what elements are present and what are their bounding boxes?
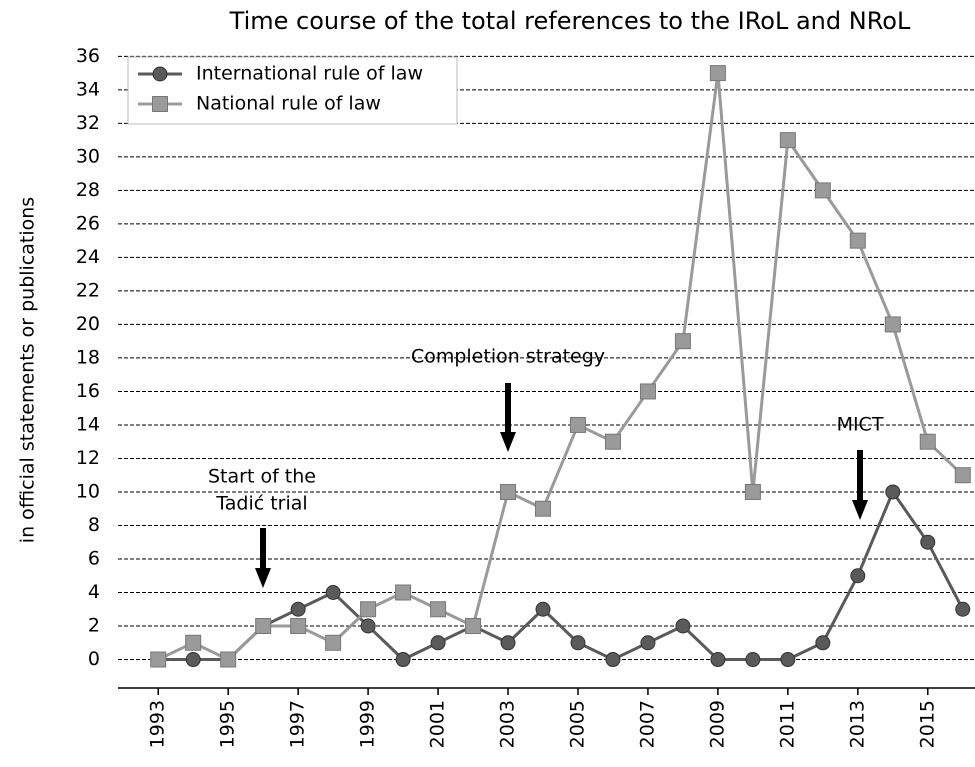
x-tick-label: 2009 [706,700,728,748]
legend-box [127,56,458,125]
y-tick-label: 12 [76,447,100,469]
marker [639,383,656,400]
marker [885,484,901,500]
y-tick-label: 36 [76,45,100,67]
marker [884,316,901,333]
y-tick-label: 4 [88,581,100,603]
marker [955,601,971,617]
annotation: MICT [837,414,884,436]
x-tick-label: 2007 [636,700,658,748]
y-axis-label: in official statements or publications [17,197,39,543]
x-tick-label: 1999 [357,700,379,748]
y-tick-label: 2 [88,615,100,637]
y-tick-label: 26 [76,212,100,234]
marker [185,652,201,668]
x-tick-label: 1997 [287,700,309,748]
marker [535,500,552,517]
marker [779,132,796,149]
marker [569,416,586,433]
legend-marker [152,66,168,82]
marker [814,182,831,199]
marker [325,634,342,651]
marker [290,618,307,635]
marker [640,635,656,651]
legend-label: International rule of law [196,63,423,85]
marker [604,433,621,450]
y-tick-label: 16 [76,380,100,402]
marker [919,433,936,450]
chart-title: Time course of the total references to t… [229,7,911,35]
annotation: Tadić trial [215,493,307,515]
y-tick-label: 6 [88,547,100,569]
marker [815,635,831,651]
annotation: Completion strategy [411,346,605,368]
marker [430,635,446,651]
marker [500,483,517,500]
marker [709,65,726,82]
annotation-arrow-head [255,568,271,588]
annotation: Start of the [208,466,316,488]
y-tick-label: 28 [76,179,100,201]
x-tick-label: 2011 [776,700,798,748]
marker [465,618,482,635]
marker [570,635,586,651]
x-tick-label: 2015 [916,700,938,748]
x-tick-label: 2013 [846,700,868,748]
marker [745,652,761,668]
marker [780,652,796,668]
marker [150,651,167,668]
y-tick-label: 32 [76,112,100,134]
y-tick-label: 8 [88,514,100,536]
marker [185,634,202,651]
x-tick-label: 2005 [566,700,588,748]
y-tick-label: 22 [76,279,100,301]
y-tick-label: 34 [76,78,100,100]
marker [535,601,551,617]
x-tick-label: 1993 [147,700,169,748]
marker [395,652,411,668]
annotation-arrow-head [500,432,516,452]
marker [920,534,936,550]
marker [744,483,761,500]
y-tick-label: 24 [76,246,100,268]
marker [605,652,621,668]
legend-label: National rule of law [196,93,381,115]
x-tick-label: 2003 [497,700,519,748]
x-tick-label: 2001 [427,700,449,748]
series-line [158,488,965,662]
marker [360,618,376,634]
marker [325,584,341,600]
marker [220,651,237,668]
x-tick-label: 1995 [217,700,239,748]
marker [710,652,726,668]
marker [360,601,377,618]
marker [290,601,306,617]
marker [849,232,866,249]
annotation-arrow-head [852,500,868,520]
y-tick-label: 14 [76,413,100,435]
marker [675,618,691,634]
marker [500,635,516,651]
legend-marker [152,96,168,112]
y-tick-label: 30 [76,145,100,167]
y-tick-label: 20 [76,313,100,335]
marker [850,568,866,584]
y-tick-label: 10 [76,480,100,502]
marker [255,618,272,635]
y-tick-label: 18 [76,346,100,368]
y-tick-label: 0 [88,648,100,670]
marker [954,467,971,484]
marker [395,584,412,601]
marker [430,601,447,618]
marker [674,333,691,350]
